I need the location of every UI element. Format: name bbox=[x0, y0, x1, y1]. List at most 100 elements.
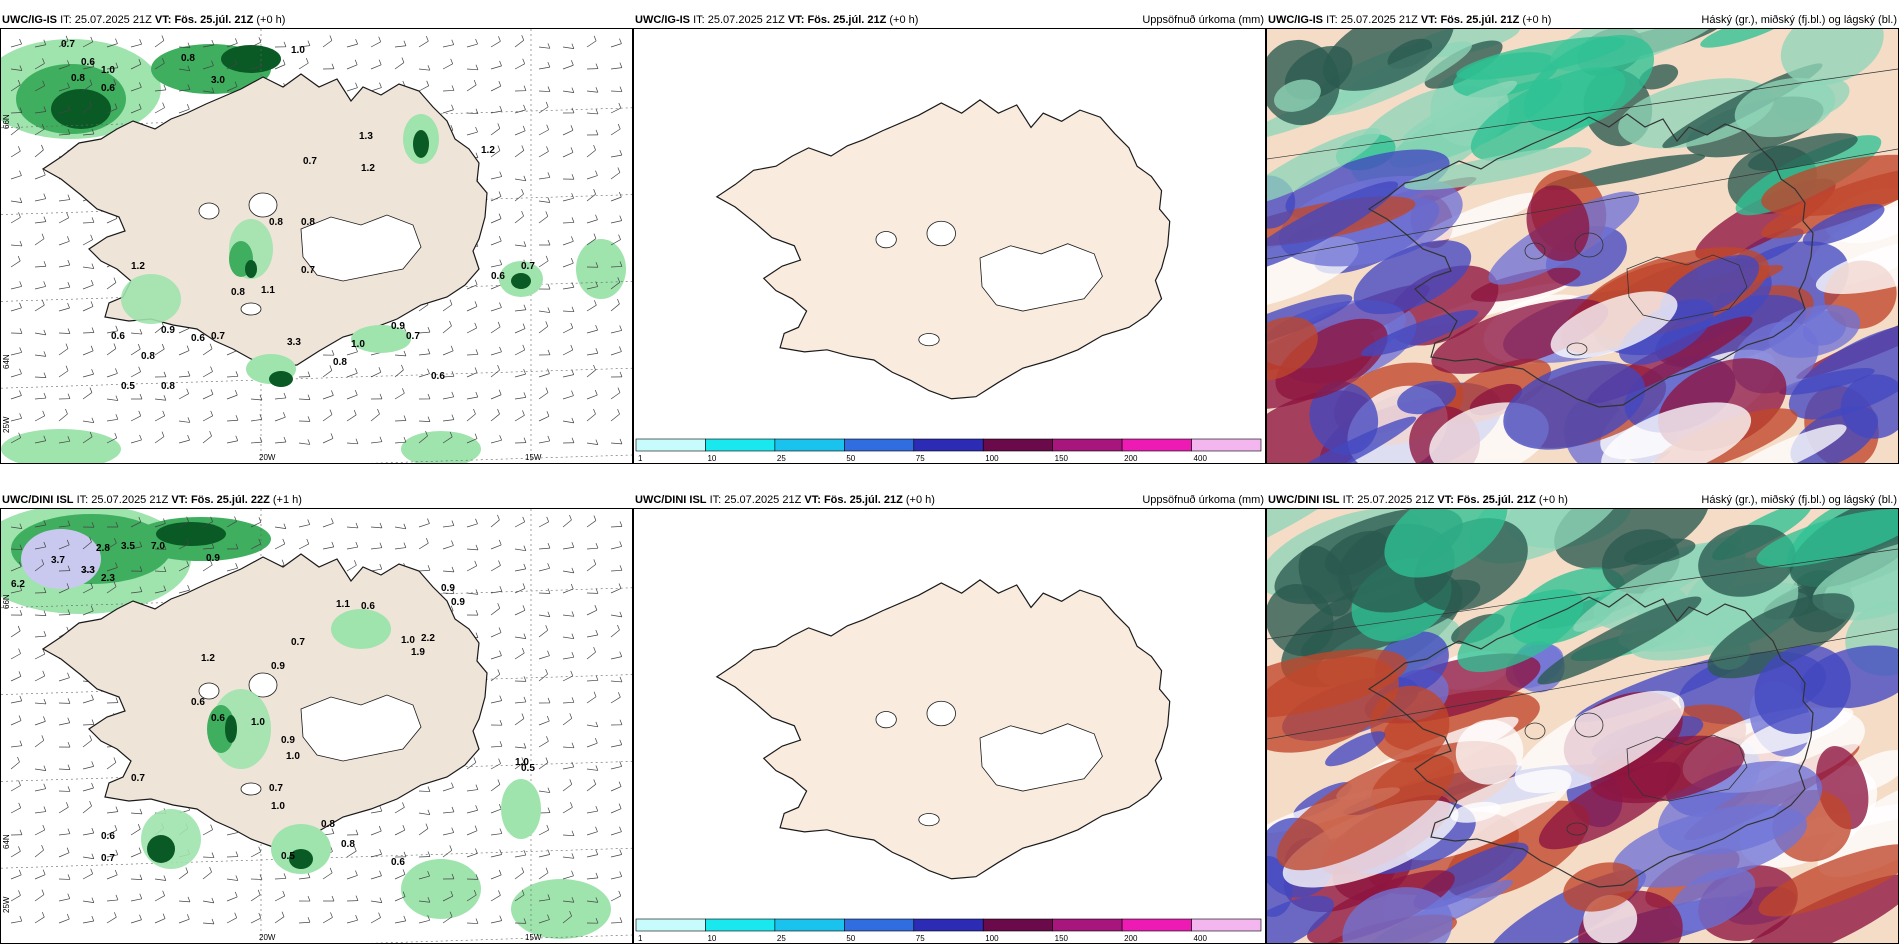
wind-barb-flag bbox=[619, 521, 623, 527]
cloud-area bbox=[1737, 873, 1898, 943]
wind-barb-flag bbox=[474, 301, 478, 307]
wind-barb-flag bbox=[113, 757, 117, 763]
wind-barb bbox=[586, 112, 598, 115]
wind-barb bbox=[34, 354, 46, 357]
wind-barb-flag bbox=[427, 851, 431, 857]
wind-barb-flag bbox=[475, 848, 478, 854]
wind-barb-flag bbox=[571, 853, 575, 859]
wind-barb-flag bbox=[499, 302, 502, 308]
wind-barb-flag bbox=[571, 761, 575, 768]
wind-barb bbox=[178, 46, 190, 49]
wind-barb-flag bbox=[451, 540, 454, 546]
wind-barb bbox=[586, 564, 596, 572]
wind-barb-flag bbox=[42, 824, 46, 831]
wind-barb-flag bbox=[474, 825, 478, 831]
wind-barb bbox=[562, 856, 574, 859]
wind-barb bbox=[178, 108, 190, 114]
wind-barb-flag bbox=[139, 874, 143, 880]
precip-area bbox=[121, 274, 181, 324]
wind-barb bbox=[10, 745, 22, 748]
wind-barb-flag bbox=[523, 918, 527, 924]
wind-barb-flag bbox=[619, 849, 623, 855]
precip-value: 0.6 bbox=[191, 697, 205, 708]
colorbar-tick: 50 bbox=[846, 934, 855, 943]
wind-barb bbox=[514, 521, 525, 528]
wind-barb-flag bbox=[307, 416, 311, 422]
precip-value: 0.8 bbox=[71, 73, 85, 84]
wind-barb bbox=[202, 44, 214, 48]
wind-barb-flag bbox=[43, 587, 47, 593]
wind-barb bbox=[466, 762, 477, 770]
wind-barb bbox=[370, 547, 382, 550]
wind-barb bbox=[394, 392, 405, 400]
wind-barb bbox=[34, 874, 46, 880]
wind-barb-flag bbox=[187, 434, 190, 441]
wind-barb bbox=[610, 744, 622, 748]
precip-value: 1.0 bbox=[515, 757, 529, 768]
wind-barb bbox=[34, 63, 45, 70]
cloud-area bbox=[1817, 774, 1898, 878]
wind-barb bbox=[514, 328, 526, 334]
wind-barb bbox=[514, 349, 525, 356]
lat-label: 64N bbox=[2, 834, 11, 849]
wind-barb-flag bbox=[307, 371, 311, 377]
wind-barb-flag bbox=[593, 233, 597, 239]
wind-barb bbox=[538, 854, 550, 858]
wind-barb bbox=[442, 811, 454, 814]
wind-barb bbox=[10, 127, 20, 136]
precip-value: 0.6 bbox=[111, 331, 125, 342]
wind-barb bbox=[490, 110, 502, 114]
glacier-vatnajokull bbox=[1626, 734, 1748, 802]
wind-barb bbox=[370, 87, 382, 92]
wind-barb bbox=[226, 63, 237, 70]
wind-barb-flag bbox=[403, 40, 407, 46]
wind-barb bbox=[610, 854, 622, 858]
grid-line bbox=[1267, 548, 1898, 640]
wind-barb-flag bbox=[161, 431, 165, 437]
wind-barb bbox=[346, 414, 357, 422]
wind-barb-flag bbox=[498, 235, 502, 242]
wind-barb-flag bbox=[209, 559, 213, 566]
wind-barb bbox=[82, 587, 93, 594]
wind-barb bbox=[250, 851, 261, 858]
wind-barb-flag bbox=[163, 585, 167, 591]
wind-barb-flag bbox=[546, 146, 549, 152]
wind-barb bbox=[538, 872, 549, 880]
wind-barb bbox=[610, 442, 622, 445]
wind-barb bbox=[322, 522, 334, 528]
wind-barb-flag bbox=[211, 918, 215, 924]
wind-barb bbox=[370, 526, 382, 529]
wind-barb-flag bbox=[618, 692, 621, 698]
wind-barb bbox=[274, 397, 286, 400]
wind-barb-flag bbox=[475, 544, 479, 550]
wind-barb bbox=[106, 811, 118, 814]
cloud-area bbox=[1267, 509, 1359, 562]
glacier-vatnajokull bbox=[1626, 254, 1748, 322]
colorbar-tick: 150 bbox=[1055, 934, 1069, 943]
wind-barb bbox=[106, 218, 118, 224]
wind-barb-flag bbox=[619, 86, 623, 92]
wind-barb-flag bbox=[43, 435, 47, 441]
wind-barb-flag bbox=[547, 284, 551, 290]
wind-barb-flag bbox=[329, 365, 333, 371]
precip-value: 0.7 bbox=[303, 156, 317, 167]
wind-barb-flag bbox=[67, 282, 71, 288]
wind-barb-flag bbox=[595, 108, 599, 115]
wind-barb-flag bbox=[547, 239, 551, 246]
panel-header: UWC/IG-IS IT: 25.07.2025 21Z VT: Fös. 25… bbox=[2, 14, 286, 26]
wind-barb bbox=[586, 831, 598, 836]
wind-barb-flag bbox=[402, 824, 406, 831]
wind-barb-flag bbox=[283, 392, 287, 399]
wind-barb bbox=[418, 85, 429, 92]
wind-barb-flag bbox=[521, 35, 525, 41]
wind-barb bbox=[442, 787, 454, 792]
wind-barb bbox=[34, 675, 45, 682]
wind-barb-flag bbox=[594, 389, 598, 396]
wind-barb-flag bbox=[43, 281, 47, 287]
wind-barb bbox=[250, 543, 261, 550]
wind-barb-flag bbox=[451, 806, 455, 813]
wind-barb bbox=[250, 419, 262, 422]
wind-barb-flag bbox=[259, 436, 263, 443]
wind-barb-flag bbox=[545, 255, 549, 262]
colorbar-swatch bbox=[1121, 918, 1192, 932]
